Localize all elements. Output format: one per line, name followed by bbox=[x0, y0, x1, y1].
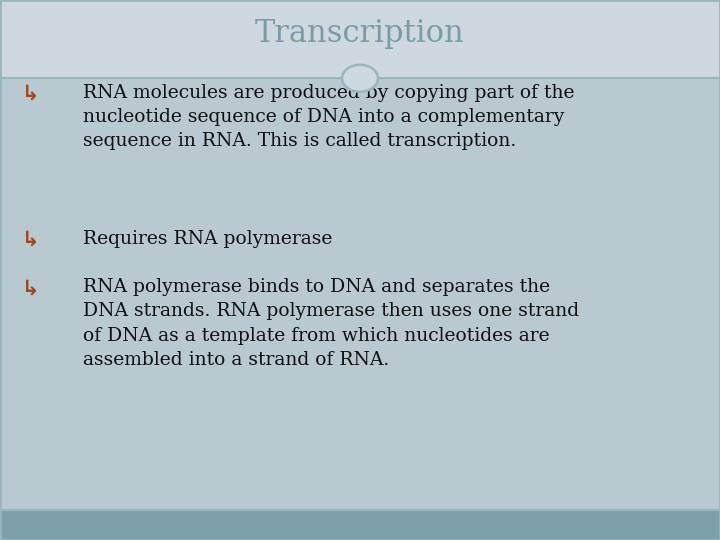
Text: Transcription: Transcription bbox=[255, 18, 465, 49]
Text: RNA molecules are produced by copying part of the
nucleotide sequence of DNA int: RNA molecules are produced by copying pa… bbox=[83, 84, 575, 150]
Text: Requires RNA polymerase: Requires RNA polymerase bbox=[83, 230, 332, 247]
Text: ↳: ↳ bbox=[22, 84, 39, 104]
FancyBboxPatch shape bbox=[0, 0, 720, 78]
Text: ↳: ↳ bbox=[22, 278, 39, 298]
Circle shape bbox=[342, 65, 378, 92]
Text: ↳: ↳ bbox=[22, 230, 39, 249]
Text: RNA polymerase binds to DNA and separates the
DNA strands. RNA polymerase then u: RNA polymerase binds to DNA and separate… bbox=[83, 278, 579, 369]
FancyBboxPatch shape bbox=[0, 510, 720, 540]
FancyBboxPatch shape bbox=[0, 78, 720, 510]
